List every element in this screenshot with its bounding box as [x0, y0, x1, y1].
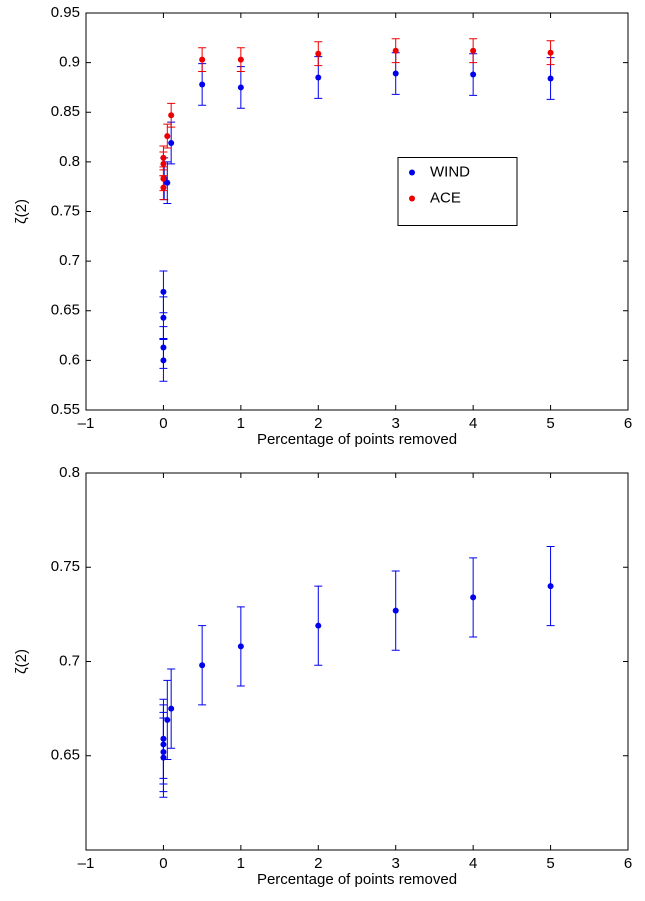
y-tick-label: 0.7 [59, 252, 80, 269]
y-tick-label: 0.6 [59, 351, 80, 368]
x-tick-label: 3 [392, 415, 400, 432]
plot-area [85, 12, 629, 411]
point [160, 357, 167, 364]
y-tick-label: 0.8 [59, 153, 80, 170]
point [160, 741, 167, 748]
y-tick-label: 0.8 [59, 464, 80, 481]
y-tick-label: 0.95 [51, 4, 80, 21]
point [470, 71, 477, 78]
point [160, 184, 167, 191]
point [160, 735, 167, 742]
x-axis-label: Percentage of points removed [257, 431, 457, 448]
y-tick-label: 0.75 [51, 202, 80, 219]
x-tick-label: 4 [469, 855, 477, 872]
point [168, 705, 175, 712]
y-axis-label: ζ(2) [13, 199, 30, 224]
point [547, 583, 554, 590]
point [160, 175, 167, 182]
x-tick-label: 2 [314, 855, 322, 872]
point [470, 594, 477, 601]
legend-box [397, 157, 518, 226]
point [547, 75, 554, 82]
x-tick-label: 0 [159, 415, 167, 432]
point [160, 314, 167, 321]
x-tick-label: 1 [237, 415, 245, 432]
point [168, 140, 175, 147]
y-tick-label: 0.55 [51, 401, 80, 418]
point [237, 643, 244, 650]
point [315, 74, 322, 81]
point [199, 81, 206, 88]
y-tick-label: 0.65 [51, 747, 80, 764]
x-tick-label: 3 [392, 855, 400, 872]
x-tick-label: 6 [624, 855, 632, 872]
legend: WIND ACE [397, 157, 518, 226]
legend-marker [409, 169, 415, 176]
point [164, 179, 171, 186]
x-tick-label: 5 [546, 415, 554, 432]
y-tick-label: 0.9 [59, 54, 80, 71]
plot-area [85, 472, 629, 851]
x-tick-label: 6 [624, 415, 632, 432]
x-tick-label: 4 [469, 415, 477, 432]
point [164, 133, 171, 140]
point [160, 748, 167, 755]
point [392, 47, 399, 54]
point [237, 56, 244, 63]
x-tick-label: 5 [546, 855, 554, 872]
x-axis-label: Percentage of points removed [257, 871, 457, 888]
x-tick-label: 0 [159, 855, 167, 872]
point [160, 154, 167, 161]
point [470, 47, 477, 54]
point [168, 112, 175, 119]
point [160, 288, 167, 295]
point [160, 344, 167, 351]
y-tick-label: 0.85 [51, 103, 80, 120]
x-tick-label: –1 [78, 855, 95, 872]
point [547, 49, 554, 56]
point [315, 50, 322, 57]
point [199, 662, 206, 669]
y-tick-label: 0.7 [59, 652, 80, 669]
point [164, 716, 171, 723]
y-axis-label: ζ(2) [13, 649, 30, 674]
x-tick-label: 1 [237, 855, 245, 872]
point [392, 70, 399, 77]
point [237, 84, 244, 91]
point [315, 622, 322, 629]
point [199, 56, 206, 63]
y-tick-label: 0.75 [51, 558, 80, 575]
point [392, 607, 399, 614]
y-tick-label: 0.65 [51, 302, 80, 319]
x-tick-label: –1 [78, 415, 95, 432]
point [160, 754, 167, 761]
x-tick-label: 2 [314, 415, 322, 432]
legend-label: ACE [430, 189, 461, 206]
legend-label: WIND [430, 163, 470, 180]
legend-marker [409, 195, 415, 202]
point [160, 160, 167, 167]
